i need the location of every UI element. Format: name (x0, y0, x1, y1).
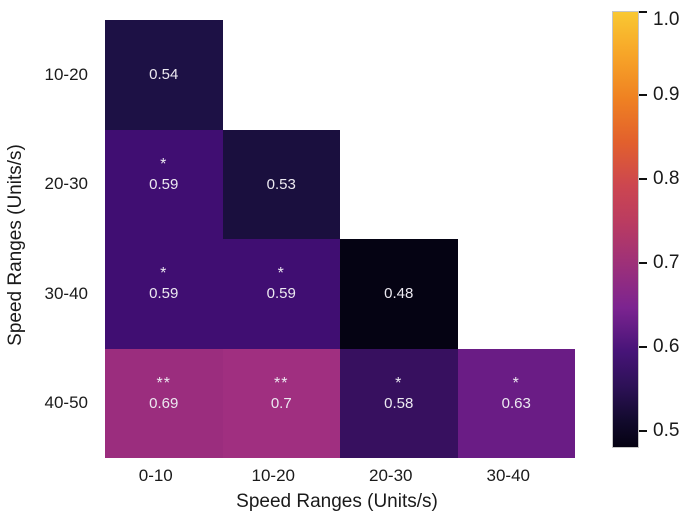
colorbar-tick-label: 0.5 (653, 420, 680, 442)
y-tick-label: 20-30 (44, 174, 88, 194)
colorbar-tick-label: 0.7 (653, 252, 680, 274)
colorbar-tick (639, 430, 647, 433)
heatmap-cell: ** 0.7 (222, 348, 340, 458)
heatmap-cell: ** 0.69 (105, 348, 223, 458)
x-tick-label: 20-30 (369, 466, 413, 485)
heatmap-cell: * 0.59 (105, 239, 223, 349)
heatmap-cell: 0.53 (222, 129, 340, 239)
heatmap-cell: * 0.59 (222, 239, 340, 349)
colorbar-tick (639, 11, 647, 13)
colorbar-tick (639, 94, 647, 97)
cell-value: 0.7 (270, 394, 292, 412)
cell-value: 0.59 (149, 175, 179, 193)
significance-stars: * (160, 155, 168, 173)
significance-stars: * (395, 374, 403, 392)
cell-value: 0.54 (149, 66, 179, 84)
y-tick-label: 10-20 (44, 64, 88, 84)
heatmap-cell: 0.54 (105, 20, 223, 130)
heatmap-cell: * 0.59 (105, 129, 223, 239)
colorbar-tick (639, 346, 647, 349)
x-tick-label: 0-10 (138, 466, 173, 485)
colorbar-gradient (612, 11, 639, 448)
cell-value: 0.63 (501, 394, 531, 412)
cell-value: 0.59 (266, 285, 296, 303)
x-axis-label: Speed Ranges (Units/s) (236, 491, 438, 512)
colorbar-tick-label: 0.9 (653, 84, 680, 106)
cell-value: 0.53 (266, 175, 296, 193)
colorbar: 1.0 0.9 0.8 0.7 0.6 0.5 (612, 9, 685, 448)
significance-stars: ** (156, 374, 171, 392)
colorbar-tick-label: 1.0 (653, 9, 680, 30)
y-tick-label: 30-40 (44, 283, 88, 303)
heatmap-grid: 0.54 * 0.59 0.53 * 0.59 * 0.59 0.48 ** 0.69 ** 0.7 * 0… (105, 20, 575, 458)
cell-value: 0.59 (149, 285, 179, 303)
y-tick-label: 40-50 (44, 393, 88, 413)
heatmap-cell: 0.48 (340, 239, 458, 349)
colorbar-tick-label: 0.6 (653, 336, 680, 358)
heatmap-cell: * 0.63 (457, 348, 575, 458)
heatmap-cell: * 0.58 (340, 348, 458, 458)
x-tick-labels: 0-10 10-20 20-30 30-40 (105, 458, 575, 494)
significance-stars: * (277, 265, 285, 282)
significance-stars: * (160, 265, 168, 282)
significance-stars: ** (274, 374, 289, 392)
x-tick-label: 10-20 (251, 466, 295, 485)
y-tick-labels: 10-20 20-30 30-40 40-50 (0, 20, 90, 458)
cell-value: 0.69 (149, 394, 179, 412)
colorbar-tick (639, 178, 647, 181)
cell-value: 0.48 (384, 285, 414, 303)
cell-value: 0.58 (384, 394, 414, 412)
colorbar-tick-label: 0.8 (653, 168, 680, 190)
x-tick-label: 30-40 (486, 466, 530, 485)
colorbar-tick (639, 262, 647, 265)
significance-stars: * (512, 374, 520, 392)
